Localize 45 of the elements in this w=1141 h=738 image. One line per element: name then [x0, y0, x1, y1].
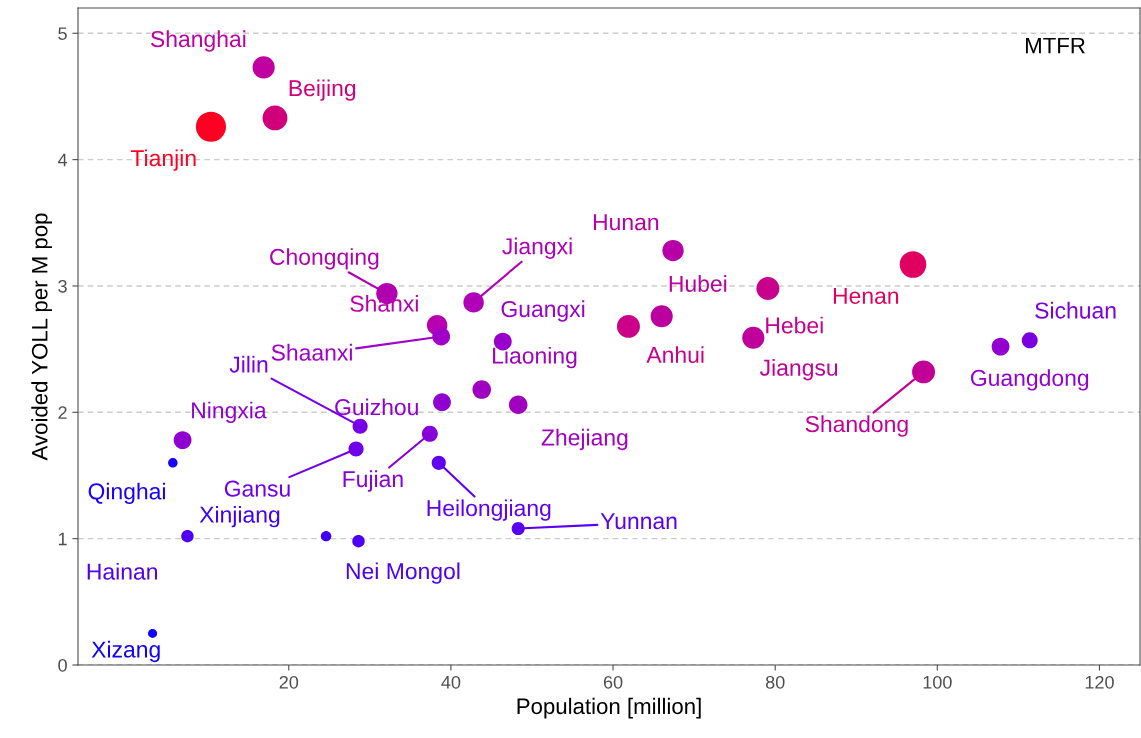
annotation: MTFR [1026, 37, 1085, 54]
annotation: Anhui [646, 346, 704, 364]
y-tick-label: 3 [58, 279, 67, 293]
annotation: Beijing [289, 79, 356, 101]
annotation: Gansu [224, 480, 290, 497]
x-tick-label: 20 [279, 675, 299, 689]
annotation: Xizang [91, 640, 160, 663]
y-tick-label: 5 [58, 27, 67, 40]
annotation: Ningxia [192, 401, 267, 424]
annotation: Xinjiang [199, 506, 280, 528]
annotation: Hubei [669, 275, 727, 292]
y-tick-label: 4 [57, 153, 68, 167]
annotation: Hainan [87, 562, 157, 580]
annotation: Guangdong [970, 369, 1089, 391]
y-tick-label: 0 [58, 658, 67, 672]
annotation: Shaanxi [271, 343, 352, 361]
annotation: Hebei [766, 316, 823, 334]
annotation: Qinghai [88, 482, 165, 505]
annotation: Guizhou [335, 398, 418, 416]
x-tick-label: 80 [765, 675, 785, 689]
annotation: Fujian [343, 470, 403, 492]
y-tick-label: 1 [58, 532, 67, 546]
x-tick-label: 100 [923, 675, 952, 689]
annotation: Jiangxi [502, 237, 572, 259]
annotation: Shandong [805, 415, 908, 437]
annotation: Henan [833, 287, 899, 304]
annotation: Shanghai [150, 30, 246, 52]
annotation: Chongqing [270, 248, 379, 270]
annotation: Guangxi [501, 300, 585, 322]
annotation: Heilongjiang [427, 499, 551, 521]
annotation: Jilin [229, 355, 268, 373]
annotation: Hunan [593, 214, 659, 231]
x-tick-label: 60 [603, 675, 623, 689]
annotation: Liaoning [493, 346, 577, 369]
annotation: Tianjin [130, 149, 196, 171]
x-tick-label: 120 [1085, 675, 1114, 689]
x-axis-title: Population [million] [517, 697, 701, 719]
y-tick-label: 2 [58, 406, 67, 419]
annotation: Sichuan [1035, 301, 1116, 319]
annotation: Zhejiang [541, 428, 628, 451]
annotation: Yunnan [600, 513, 677, 530]
y-axis-title: Avoided YOLL per M pop [31, 213, 52, 461]
annotation: Jiangsu [760, 359, 838, 381]
x-tick-label: 40 [441, 675, 461, 689]
annotation: Nei Mongol [346, 562, 460, 584]
